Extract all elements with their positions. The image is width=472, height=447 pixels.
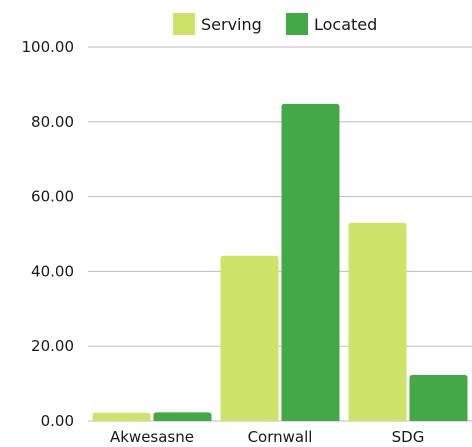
y-tick-label: 80.00 [31,113,74,131]
legend-label-serving: Serving [201,15,262,34]
y-tick-label: 0.00 [41,412,74,430]
y-axis-ticks: 0.00 20.00 40.00 60.00 80.00 100.00 [22,38,75,430]
legend-swatch-located [286,13,308,35]
bar-serving-akwesasne [92,412,151,421]
bars [92,103,468,422]
gridlines [88,46,472,422]
y-tick-label: 20.00 [31,337,74,355]
bar-located-akwesasne [153,412,212,421]
legend: Serving Located [173,13,377,35]
bar-serving-sdg [348,222,407,421]
bar-serving-cornwall [220,255,279,421]
x-category-label: Cornwall [248,428,313,443]
bar-located-cornwall [281,103,340,422]
x-category-label: SDG [392,428,425,443]
y-tick-label: 60.00 [31,188,74,206]
legend-label-located: Located [314,15,377,34]
y-tick-label: 40.00 [31,262,74,280]
bar-located-sdg [409,374,468,421]
x-axis-labels: Akwesasne Cornwall SDG [110,428,425,446]
legend-swatch-serving [173,13,195,35]
y-tick-label: 100.00 [22,38,75,56]
x-category-label: Akwesasne [110,428,194,443]
